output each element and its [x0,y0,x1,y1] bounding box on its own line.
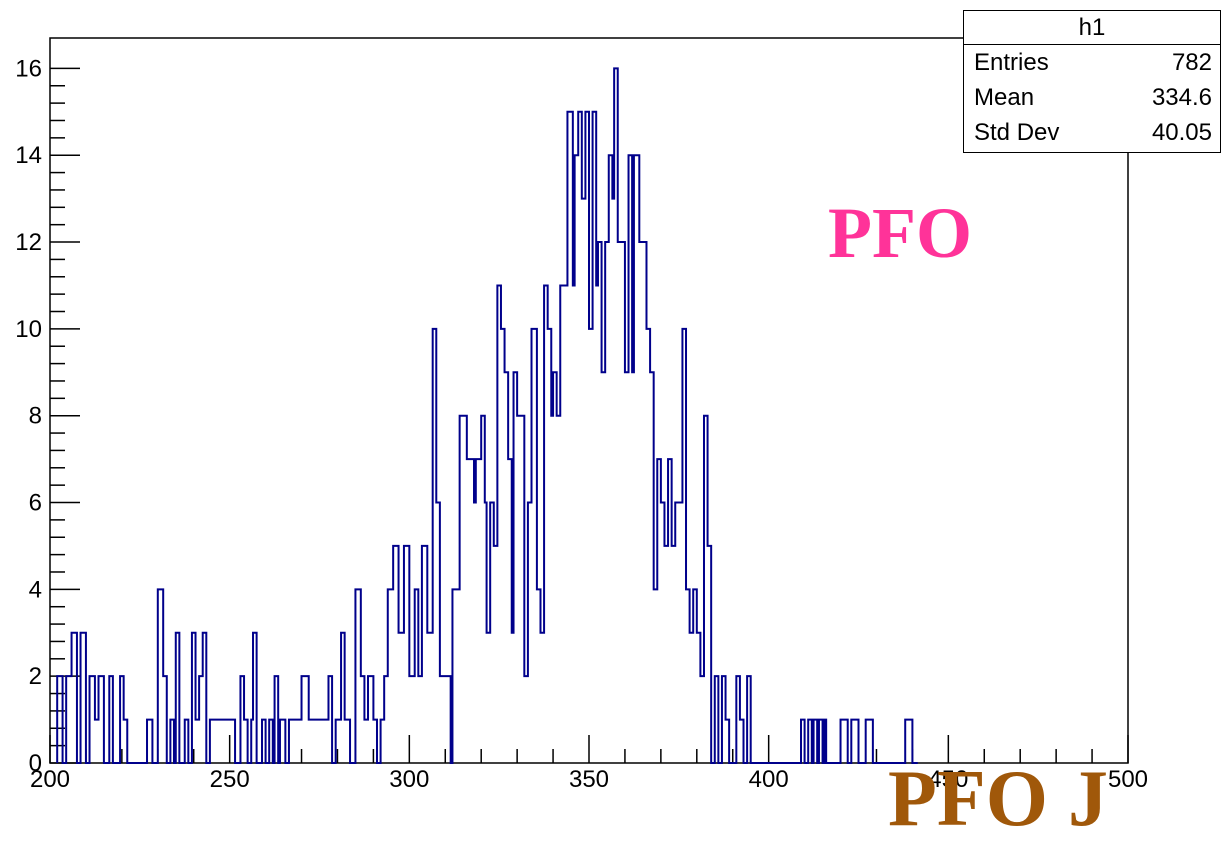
x-tick-label: 300 [389,766,429,793]
stats-label-entries: Entries [974,49,1049,76]
stats-box: h1 Entries 782 Mean 334.6 Std Dev 40.05 [963,10,1221,153]
y-tick-label: 8 [29,403,42,430]
x-tick-label: 350 [569,766,609,793]
x-tick-label: 450 [928,766,968,793]
y-tick-label: 6 [29,490,42,517]
y-tick-label: 4 [29,576,42,603]
x-tick-label: 500 [1108,766,1148,793]
x-tick-label: 250 [210,766,250,793]
y-tick-label: 0 [29,750,42,777]
stats-label-stddev: Std Dev [974,119,1060,146]
stats-row-mean: Mean 334.6 [964,80,1220,115]
y-tick-label: 2 [29,663,42,690]
y-tick-label: 10 [15,316,42,343]
x-tick-label: 400 [749,766,789,793]
stats-value-stddev: 40.05 [1151,119,1212,146]
stats-title: h1 [964,11,1220,45]
x-tick-label: 200 [30,766,70,793]
stats-label-mean: Mean [974,84,1035,111]
stats-value-mean: 334.6 [1151,84,1212,111]
stats-row-entries: Entries 782 [964,45,1220,80]
x-axis-ticks: 200 250 300 350 400 450 500 [30,735,1148,793]
pfo-annotation: PFO [828,193,972,273]
y-tick-label: 14 [15,142,42,169]
stats-value-entries: 782 [1171,49,1212,76]
histogram-plot: 0 2 4 6 8 10 12 14 16 200 250 300 350 400 450 500 [15,37,1148,793]
histogram-series-h1 [56,67,918,764]
stats-row-stddev: Std Dev 40.05 [964,115,1220,150]
y-tick-label: 16 [15,55,42,82]
overlay-annotation: PFO J [888,755,1108,843]
y-tick-label: 12 [15,229,42,256]
y-axis-ticks: 0 2 4 6 8 10 12 14 16 [15,55,80,777]
